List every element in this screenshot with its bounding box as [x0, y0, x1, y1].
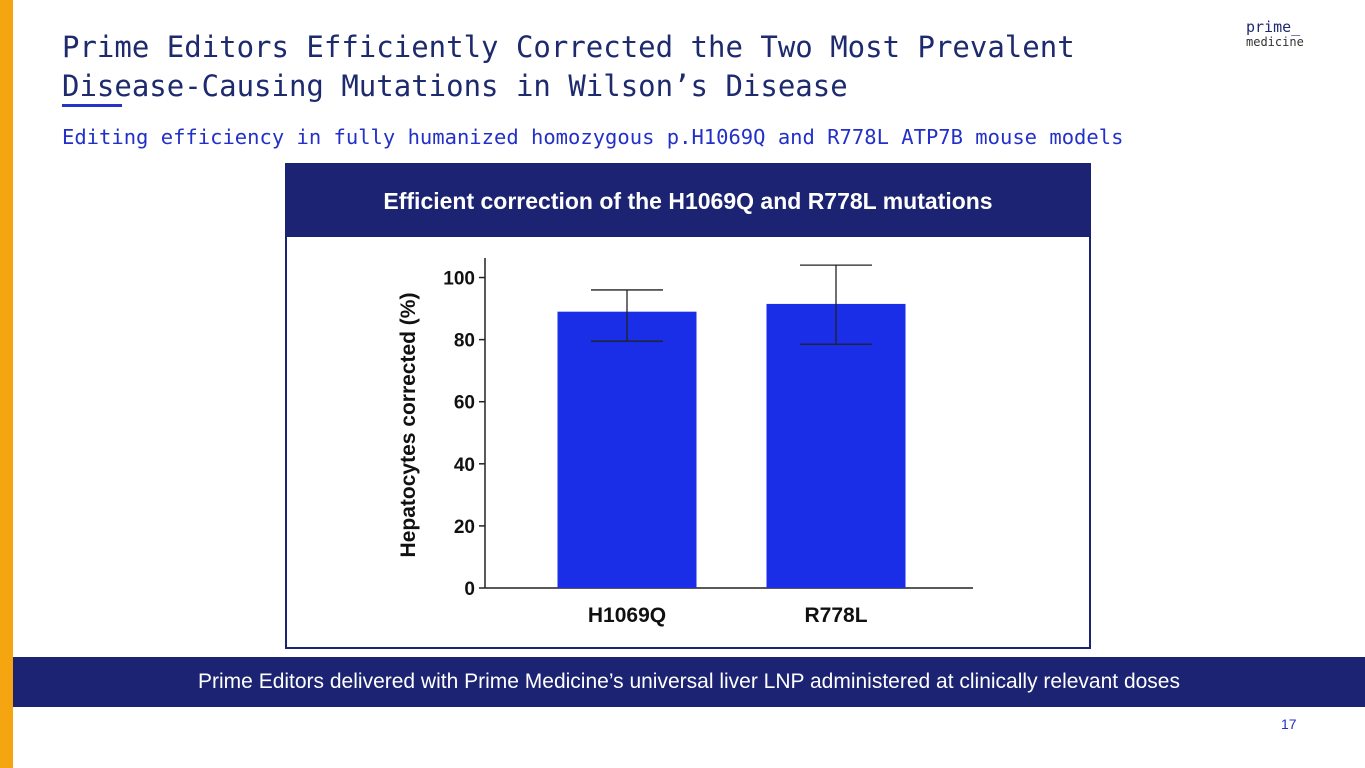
bar-chart: 0 20 40 60 80 100 Hepatocytes corrected (%) H10…	[397, 258, 973, 627]
x-tick-label-R778L: R778L	[804, 604, 867, 627]
bar-H1069Q	[557, 311, 697, 588]
y-tick-label-0: 0	[464, 579, 475, 600]
left-accent-bar	[0, 0, 13, 768]
page-number: 17	[1281, 716, 1297, 732]
y-tick-label-4: 80	[454, 331, 475, 352]
title-underline	[62, 104, 122, 107]
slide-subtitle: Editing efficiency in fully humanized ho…	[62, 125, 1124, 149]
chart-panel-header: Efficient correction of the H1069Q and R…	[287, 165, 1089, 237]
prime-medicine-logo: prime_ medicine	[1246, 19, 1304, 49]
logo-line-1: prime_	[1246, 18, 1301, 36]
y-tick-label-3: 60	[454, 393, 475, 414]
chart-panel: Efficient correction of the H1069Q and R…	[285, 163, 1091, 649]
y-tick-label-1: 20	[454, 517, 475, 538]
slide-title: Prime Editors Efficiently Corrected the …	[62, 30, 1075, 103]
y-axis-label: Hepatocytes corrected (%)	[397, 293, 420, 558]
x-tick-label-H1069Q: H1069Q	[588, 604, 666, 627]
bar-R778L	[766, 303, 906, 588]
y-tick-label-2: 40	[454, 455, 475, 476]
logo-line-2: medicine	[1246, 35, 1304, 49]
y-tick-label-5: 100	[443, 269, 475, 290]
footer-banner: Prime Editors delivered with Prime Medic…	[13, 657, 1365, 707]
